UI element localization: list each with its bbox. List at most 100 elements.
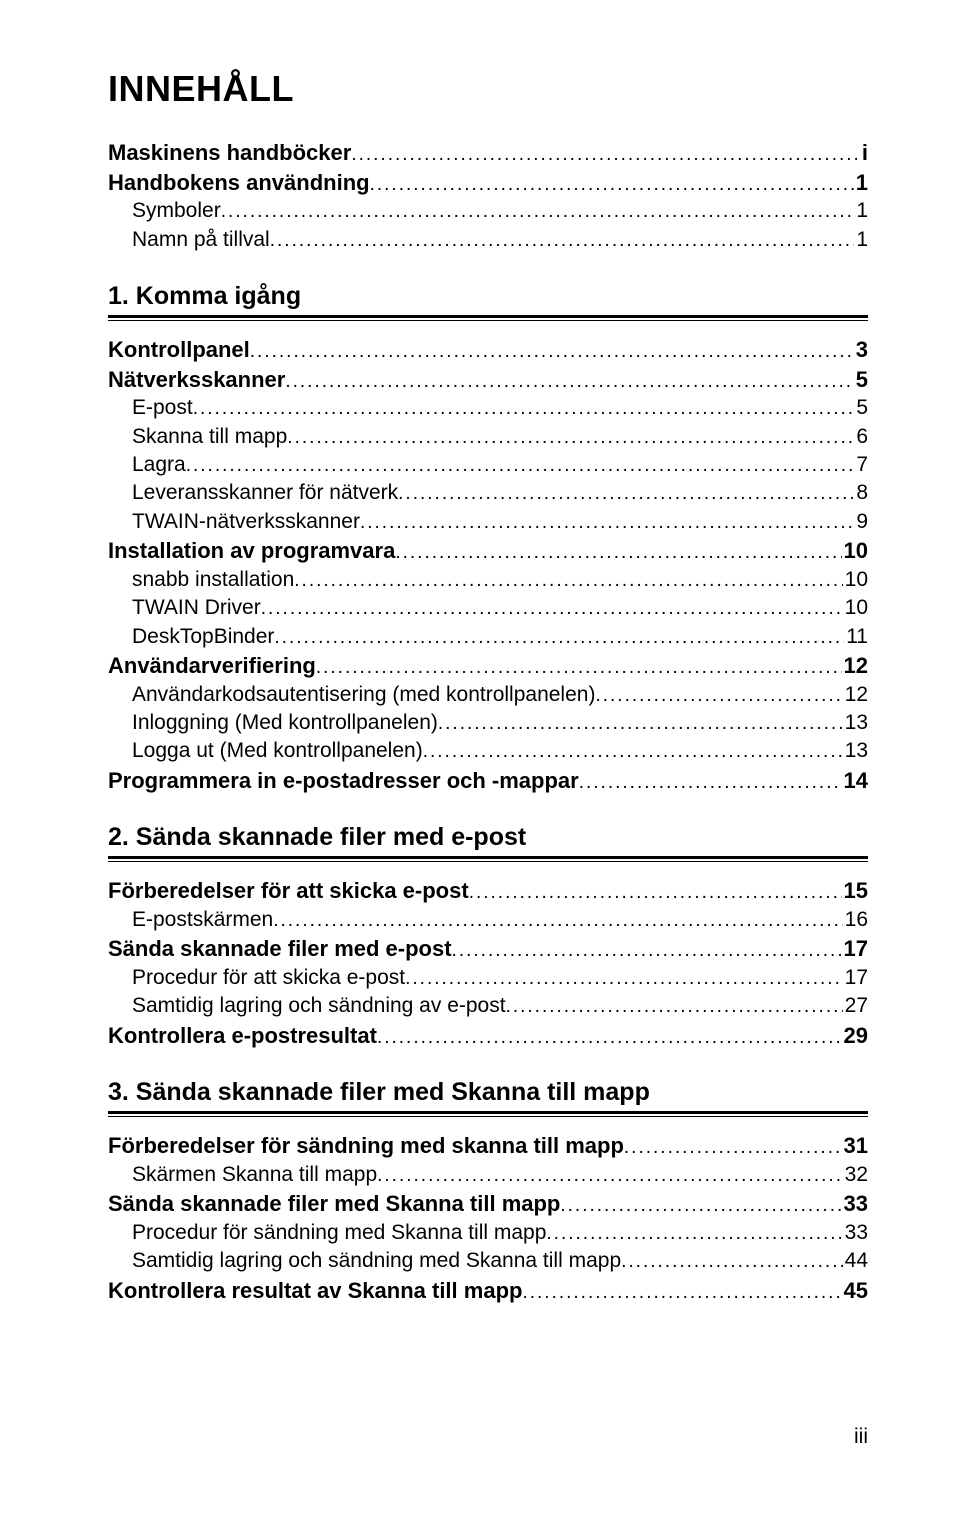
toc-entry-page: 14	[842, 766, 868, 796]
toc-entry-label: TWAIN Driver	[108, 594, 261, 622]
toc-entry-label: Logga ut (Med kontrollpanelen)	[108, 737, 423, 765]
toc-entry-label: Användarkodsautentisering (med kontrollp…	[108, 681, 595, 709]
toc-title: INNEHÅLL	[108, 68, 868, 110]
toc-leader-dots	[360, 510, 854, 536]
toc-entry-label: Lagra	[108, 451, 186, 479]
toc-line: Användarkodsautentisering (med kontrollp…	[108, 681, 868, 709]
toc-line: Kontrollera resultat av Skanna till mapp…	[108, 1276, 868, 1306]
toc-entry-page: 6	[854, 423, 868, 451]
toc-line: Förberedelser för att skicka e-post15	[108, 876, 868, 906]
toc-entry-label: E-postskärmen	[108, 906, 273, 934]
toc-leader-dots	[405, 966, 843, 992]
toc-entry-label: Maskinens handböcker	[108, 138, 351, 168]
toc-entry-label: Skanna till mapp	[108, 423, 287, 451]
toc-entry-page: 45	[842, 1276, 868, 1306]
toc-line: Kontrollpanel3	[108, 335, 868, 365]
toc-entry-page: 15	[842, 876, 868, 906]
toc-entry-label: Kontrollera resultat av Skanna till mapp	[108, 1276, 522, 1306]
toc-entry-label: TWAIN-nätverksskanner	[108, 508, 360, 536]
toc-entry-page: 16	[843, 906, 868, 934]
toc-leader-dots	[506, 994, 843, 1020]
toc-line: Skanna till mapp 6	[108, 423, 868, 451]
toc-leader-dots	[370, 172, 854, 198]
toc-entry-page: 10	[843, 594, 868, 622]
toc-leader-dots	[294, 568, 842, 594]
toc-entry-label: DeskTopBinder	[108, 623, 274, 651]
toc-line: TWAIN Driver 10	[108, 594, 868, 622]
toc-line: Användarverifiering12	[108, 651, 868, 681]
toc-entry-page: 10	[843, 566, 868, 594]
toc-line: Nätverksskanner 5	[108, 365, 868, 395]
toc-leader-dots	[621, 1249, 843, 1275]
toc-leader-dots	[469, 880, 842, 906]
toc-leader-dots	[377, 1025, 842, 1051]
toc-entry-page: 12	[842, 651, 868, 681]
toc-leader-dots	[522, 1280, 841, 1306]
toc-entry-page: 9	[854, 508, 868, 536]
toc-sections: 1. Komma igång Kontrollpanel3Nätverksskan…	[108, 282, 868, 1305]
toc-entry-page: 8	[854, 479, 868, 507]
toc-entry-label: Procedur för sändning med Skanna till ma…	[108, 1219, 546, 1247]
toc-entry-label: Handbokens användning	[108, 168, 370, 198]
section-lines: Förberedelser för sändning med skanna ti…	[108, 1131, 868, 1305]
toc-entry-page: 5	[854, 394, 868, 422]
section-rule	[108, 315, 868, 321]
toc-entry-page: 33	[842, 1189, 868, 1219]
toc-entry-label: Sända skannade filer med e-post	[108, 934, 452, 964]
toc-leader-dots	[261, 596, 843, 622]
toc-leader-dots	[351, 142, 860, 168]
section-lines: Kontrollpanel3Nätverksskanner5E-post5Ska…	[108, 335, 868, 795]
section-heading: 2. Sända skannade filer med e-post	[108, 823, 868, 852]
toc-line: Symboler 1	[108, 197, 868, 225]
toc-entry-label: Nätverksskanner	[108, 365, 285, 395]
toc-entry-label: Inloggning (Med kontrollpanelen)	[108, 709, 438, 737]
toc-leader-dots	[250, 339, 854, 365]
toc-entry-label: Procedur för att skicka e-post	[108, 964, 405, 992]
toc-line: Procedur för att skicka e-post17	[108, 964, 868, 992]
toc-entry-label: Symboler	[108, 197, 221, 225]
toc-entry-label: Förberedelser för sändning med skanna ti…	[108, 1131, 624, 1161]
toc-entry-page: 17	[842, 934, 868, 964]
toc-line: E-post 5	[108, 394, 868, 422]
toc-leader-dots	[285, 369, 853, 395]
toc-entry-label: Skärmen Skanna till mapp	[108, 1161, 377, 1189]
toc-leader-dots	[193, 396, 855, 422]
toc-entry-page: 1	[854, 197, 868, 225]
toc-entry-page: 10	[842, 536, 868, 566]
toc-line: Procedur för sändning med Skanna till ma…	[108, 1219, 868, 1247]
toc-entry-label: snabb installation	[108, 566, 294, 594]
toc-entry-page: 1	[854, 226, 868, 254]
toc-entry-label: Programmera in e-postadresser och -mappa…	[108, 766, 579, 796]
toc-line: snabb installation 10	[108, 566, 868, 594]
toc-entry-page: 12	[843, 681, 868, 709]
toc-entry-label: E-post	[108, 394, 193, 422]
section-heading: 1. Komma igång	[108, 282, 868, 311]
toc-leader-dots	[221, 199, 855, 225]
toc-entry-page: 29	[842, 1021, 868, 1051]
toc-line: E-postskärmen 16	[108, 906, 868, 934]
toc-leader-dots	[438, 711, 843, 737]
toc-entry-label: Kontrollera e-postresultat	[108, 1021, 377, 1051]
toc-entry-label: Installation av programvara	[108, 536, 395, 566]
toc-entry-page: 3	[854, 335, 868, 365]
toc-line: Handbokens användning1	[108, 168, 868, 198]
toc-entry-label: Leveransskanner för nätverk	[108, 479, 398, 507]
section-rule	[108, 856, 868, 862]
toc-entry-page: 44	[843, 1247, 868, 1275]
toc-line: Lagra7	[108, 451, 868, 479]
toc-entry-page: 33	[843, 1219, 868, 1247]
toc-entry-page: 5	[854, 365, 868, 395]
toc-line: Sända skannade filer med e-post 17	[108, 934, 868, 964]
toc-leader-dots	[546, 1221, 842, 1247]
toc-entry-label: Samtidig lagring och sändning med Skanna…	[108, 1247, 621, 1275]
toc-leader-dots	[452, 938, 842, 964]
toc-entry-page: 31	[842, 1131, 868, 1161]
toc-line: DeskTopBinder11	[108, 623, 868, 651]
toc-line: Skärmen Skanna till mapp32	[108, 1161, 868, 1189]
section-lines: Förberedelser för att skicka e-post15E-p…	[108, 876, 868, 1050]
toc-line: Förberedelser för sändning med skanna ti…	[108, 1131, 868, 1161]
toc-line: Samtidig lagring och sändning med Skanna…	[108, 1247, 868, 1275]
toc-leader-dots	[624, 1135, 842, 1161]
toc-line: Kontrollera e-postresultat 29	[108, 1021, 868, 1051]
toc-leader-dots	[395, 540, 841, 566]
